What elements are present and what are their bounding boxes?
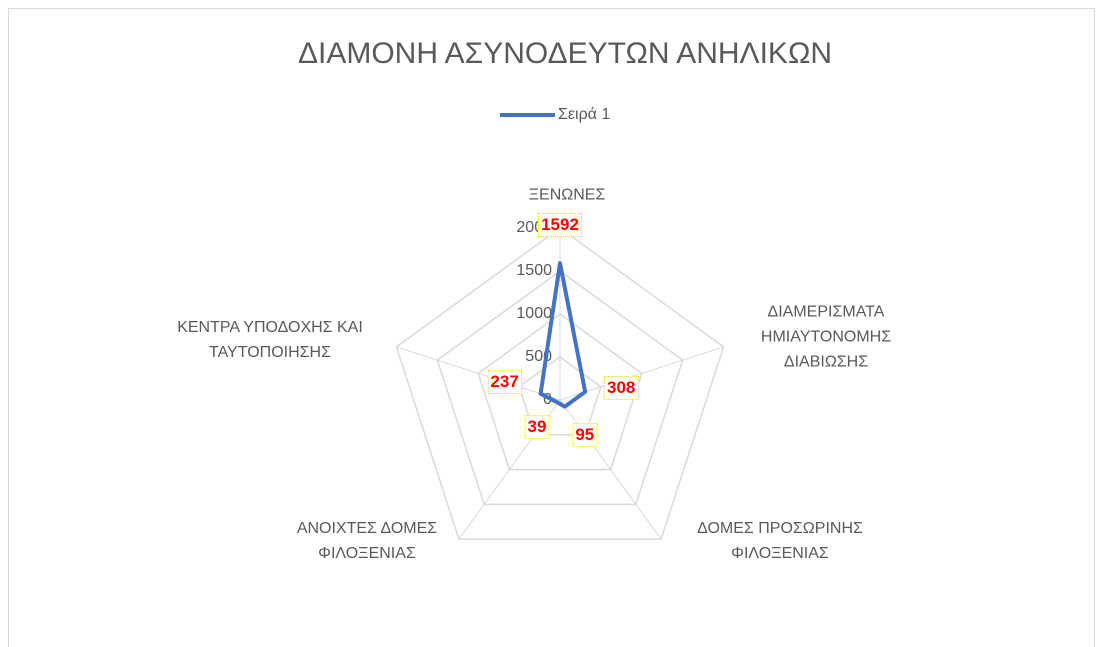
chart-title: ΔΙΑΜΟΝΗ ΑΣΥΝΟΔΕΥΤΩΝ ΑΝΗΛΙΚΩΝ: [298, 37, 832, 70]
spoke: [396, 346, 561, 401]
category-label: ΚΕΝΤΡΑ ΥΠΟΔΟΧΗΣ ΚΑΙ ΤΑΥΤΟΠΟΙΗΣΗΣ: [177, 319, 363, 361]
category-label: ΔΟΜΕΣ ΠΡΟΣΩΡΙΝΗΣ ΦΙΛΟΞΕΝΙΑΣ: [697, 520, 863, 562]
y-tick-label: 1500: [516, 262, 552, 279]
y-tick-label: 1000: [516, 305, 552, 322]
data-label: 95: [572, 422, 598, 447]
data-label: 237: [487, 369, 522, 394]
spoke: [559, 346, 724, 401]
data-label: 308: [604, 375, 639, 400]
series-line: [538, 261, 588, 409]
data-label: 39: [524, 414, 550, 439]
category-label: ΑΝΟΙΧΤΕΣ ΔΟΜΕΣ ΦΙΛΟΞΕΝΙΑΣ: [296, 520, 438, 562]
category-label: ΔΙΑΜΕΡΙΣΜΑΤΑ ΗΜΙΑΥΤΟΝΟΜΗΣ ΔΙΑΒΙΩΣΗΣ: [760, 303, 892, 371]
chart-border: [8, 8, 1095, 647]
legend-label: Σειρά 1: [558, 106, 610, 123]
grid-ring: [518, 356, 602, 436]
grid-ring: [436, 270, 684, 506]
category-label: ΞΕΝΩΝΕΣ: [528, 186, 606, 204]
data-label: 1592: [538, 213, 582, 238]
grid-ring: [395, 227, 725, 540]
y-tick-label: 0: [543, 391, 552, 408]
grid-ring: [477, 313, 643, 471]
